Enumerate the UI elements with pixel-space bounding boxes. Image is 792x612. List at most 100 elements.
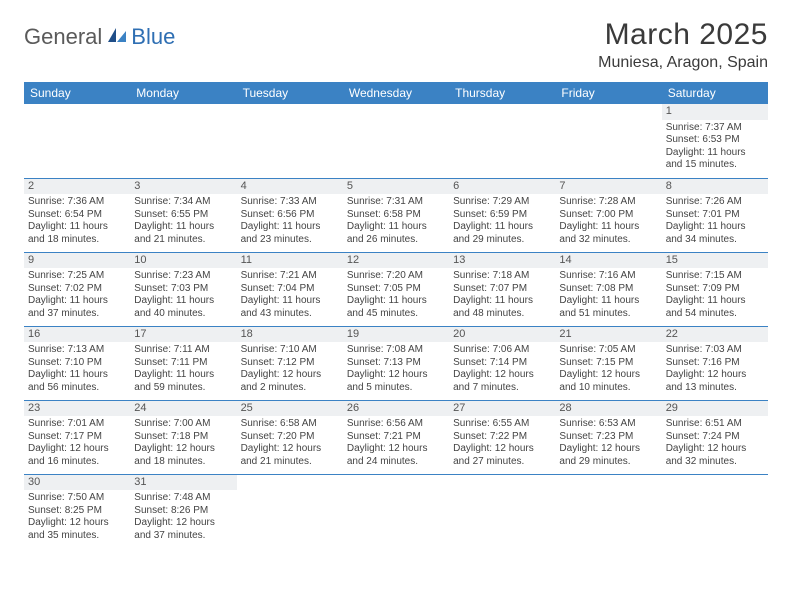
calendar-cell bbox=[343, 474, 449, 548]
sunset-text: Sunset: 7:11 PM bbox=[134, 357, 232, 370]
calendar-cell: 22Sunrise: 7:03 AMSunset: 7:16 PMDayligh… bbox=[662, 326, 768, 400]
calendar-cell: 17Sunrise: 7:11 AMSunset: 7:11 PMDayligh… bbox=[130, 326, 236, 400]
daylight-text: and 16 minutes. bbox=[28, 456, 126, 469]
day-number: 15 bbox=[662, 253, 768, 269]
sunset-text: Sunset: 7:01 PM bbox=[666, 209, 764, 222]
calendar-cell bbox=[130, 104, 236, 178]
calendar-row: 30Sunrise: 7:50 AMSunset: 8:25 PMDayligh… bbox=[24, 474, 768, 548]
calendar-cell bbox=[343, 104, 449, 178]
day-header: Thursday bbox=[449, 82, 555, 104]
daylight-text: and 18 minutes. bbox=[28, 234, 126, 247]
sunrise-text: Sunrise: 7:28 AM bbox=[559, 196, 657, 209]
daylight-text: and 40 minutes. bbox=[134, 308, 232, 321]
daylight-text: Daylight: 11 hours bbox=[347, 295, 445, 308]
location-label: Muniesa, Aragon, Spain bbox=[598, 54, 768, 72]
calendar-cell: 20Sunrise: 7:06 AMSunset: 7:14 PMDayligh… bbox=[449, 326, 555, 400]
sunrise-text: Sunrise: 7:06 AM bbox=[453, 344, 551, 357]
calendar-cell: 7Sunrise: 7:28 AMSunset: 7:00 PMDaylight… bbox=[555, 178, 661, 252]
day-number: 30 bbox=[24, 475, 130, 491]
logo: General Blue bbox=[24, 24, 175, 50]
daylight-text: and 34 minutes. bbox=[666, 234, 764, 247]
daylight-text: and 37 minutes. bbox=[28, 308, 126, 321]
calendar-row: 23Sunrise: 7:01 AMSunset: 7:17 PMDayligh… bbox=[24, 400, 768, 474]
calendar-cell bbox=[662, 474, 768, 548]
day-number: 31 bbox=[130, 475, 236, 491]
sunrise-text: Sunrise: 7:34 AM bbox=[134, 196, 232, 209]
sunrise-text: Sunrise: 7:10 AM bbox=[241, 344, 339, 357]
daylight-text: Daylight: 12 hours bbox=[347, 443, 445, 456]
daylight-text: and 29 minutes. bbox=[453, 234, 551, 247]
sunset-text: Sunset: 6:53 PM bbox=[666, 134, 764, 147]
calendar-cell: 18Sunrise: 7:10 AMSunset: 7:12 PMDayligh… bbox=[237, 326, 343, 400]
day-number: 4 bbox=[237, 179, 343, 195]
sunrise-text: Sunrise: 7:36 AM bbox=[28, 196, 126, 209]
sunset-text: Sunset: 7:08 PM bbox=[559, 283, 657, 296]
sunrise-text: Sunrise: 7:50 AM bbox=[28, 492, 126, 505]
sail-icon bbox=[106, 26, 128, 49]
sunset-text: Sunset: 7:15 PM bbox=[559, 357, 657, 370]
calendar-cell bbox=[449, 104, 555, 178]
sunrise-text: Sunrise: 6:55 AM bbox=[453, 418, 551, 431]
daylight-text: and 27 minutes. bbox=[453, 456, 551, 469]
daylight-text: Daylight: 12 hours bbox=[347, 369, 445, 382]
day-header: Friday bbox=[555, 82, 661, 104]
calendar-cell: 21Sunrise: 7:05 AMSunset: 7:15 PMDayligh… bbox=[555, 326, 661, 400]
daylight-text: Daylight: 11 hours bbox=[347, 221, 445, 234]
daylight-text: Daylight: 12 hours bbox=[559, 369, 657, 382]
month-title: March 2025 bbox=[598, 18, 768, 52]
day-header: Tuesday bbox=[237, 82, 343, 104]
calendar-cell: 24Sunrise: 7:00 AMSunset: 7:18 PMDayligh… bbox=[130, 400, 236, 474]
day-number: 13 bbox=[449, 253, 555, 269]
sunset-text: Sunset: 7:24 PM bbox=[666, 431, 764, 444]
sunset-text: Sunset: 7:21 PM bbox=[347, 431, 445, 444]
day-number: 26 bbox=[343, 401, 449, 417]
calendar-cell: 9Sunrise: 7:25 AMSunset: 7:02 PMDaylight… bbox=[24, 252, 130, 326]
calendar-cell: 30Sunrise: 7:50 AMSunset: 8:25 PMDayligh… bbox=[24, 474, 130, 548]
header: General Blue March 2025 Muniesa, Aragon,… bbox=[24, 18, 768, 72]
calendar-row: 16Sunrise: 7:13 AMSunset: 7:10 PMDayligh… bbox=[24, 326, 768, 400]
daylight-text: Daylight: 12 hours bbox=[134, 517, 232, 530]
calendar-cell: 6Sunrise: 7:29 AMSunset: 6:59 PMDaylight… bbox=[449, 178, 555, 252]
day-number: 3 bbox=[130, 179, 236, 195]
calendar-cell: 19Sunrise: 7:08 AMSunset: 7:13 PMDayligh… bbox=[343, 326, 449, 400]
calendar-row: 2Sunrise: 7:36 AMSunset: 6:54 PMDaylight… bbox=[24, 178, 768, 252]
sunrise-text: Sunrise: 7:37 AM bbox=[666, 122, 764, 135]
daylight-text: Daylight: 12 hours bbox=[28, 517, 126, 530]
day-number: 21 bbox=[555, 327, 661, 343]
day-header-row: Sunday Monday Tuesday Wednesday Thursday… bbox=[24, 82, 768, 104]
sunrise-text: Sunrise: 7:03 AM bbox=[666, 344, 764, 357]
daylight-text: Daylight: 12 hours bbox=[666, 443, 764, 456]
sunrise-text: Sunrise: 7:15 AM bbox=[666, 270, 764, 283]
day-number: 7 bbox=[555, 179, 661, 195]
day-number: 25 bbox=[237, 401, 343, 417]
calendar-cell bbox=[555, 474, 661, 548]
daylight-text: Daylight: 11 hours bbox=[241, 221, 339, 234]
sunset-text: Sunset: 6:54 PM bbox=[28, 209, 126, 222]
daylight-text: and 24 minutes. bbox=[347, 456, 445, 469]
daylight-text: Daylight: 11 hours bbox=[559, 295, 657, 308]
sunrise-text: Sunrise: 7:05 AM bbox=[559, 344, 657, 357]
calendar-cell: 12Sunrise: 7:20 AMSunset: 7:05 PMDayligh… bbox=[343, 252, 449, 326]
sunset-text: Sunset: 7:03 PM bbox=[134, 283, 232, 296]
sunset-text: Sunset: 7:23 PM bbox=[559, 431, 657, 444]
daylight-text: and 21 minutes. bbox=[241, 456, 339, 469]
sunrise-text: Sunrise: 6:58 AM bbox=[241, 418, 339, 431]
daylight-text: Daylight: 11 hours bbox=[134, 221, 232, 234]
daylight-text: and 56 minutes. bbox=[28, 382, 126, 395]
day-number: 9 bbox=[24, 253, 130, 269]
calendar-cell: 26Sunrise: 6:56 AMSunset: 7:21 PMDayligh… bbox=[343, 400, 449, 474]
daylight-text: Daylight: 12 hours bbox=[666, 369, 764, 382]
daylight-text: and 32 minutes. bbox=[666, 456, 764, 469]
day-number: 11 bbox=[237, 253, 343, 269]
daylight-text: Daylight: 11 hours bbox=[559, 221, 657, 234]
day-header: Saturday bbox=[662, 82, 768, 104]
daylight-text: and 45 minutes. bbox=[347, 308, 445, 321]
sunrise-text: Sunrise: 7:20 AM bbox=[347, 270, 445, 283]
daylight-text: Daylight: 12 hours bbox=[559, 443, 657, 456]
calendar-cell: 23Sunrise: 7:01 AMSunset: 7:17 PMDayligh… bbox=[24, 400, 130, 474]
daylight-text: Daylight: 11 hours bbox=[28, 295, 126, 308]
daylight-text: and 51 minutes. bbox=[559, 308, 657, 321]
daylight-text: and 59 minutes. bbox=[134, 382, 232, 395]
day-number: 23 bbox=[24, 401, 130, 417]
daylight-text: Daylight: 12 hours bbox=[134, 443, 232, 456]
